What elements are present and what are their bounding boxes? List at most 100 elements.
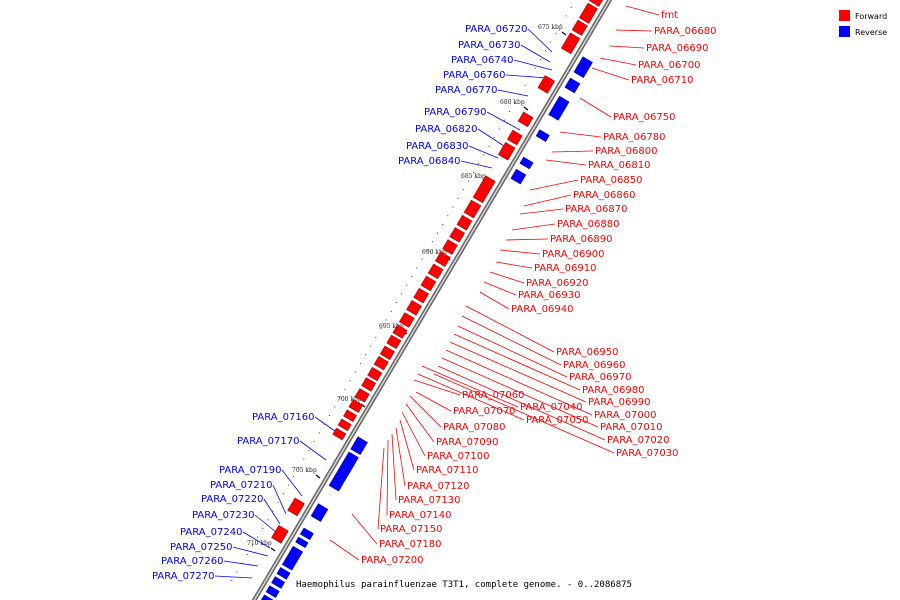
scale-tick-minor <box>539 58 541 60</box>
forward-gene-label: PARA_07000 <box>594 410 656 421</box>
reverse-gene-label: PARA_07240 <box>180 527 242 538</box>
reverse-gene-label: PARA_07190 <box>219 465 281 476</box>
forward-label-leader <box>415 391 452 412</box>
scale-tick-minor <box>534 67 536 69</box>
forward-label-leader <box>479 291 510 310</box>
forward-label-leader <box>329 539 360 561</box>
scale-tick-minor <box>565 15 567 17</box>
scale-tick-minor <box>406 284 408 286</box>
scale-tick-label: 690 kbp <box>422 249 447 256</box>
scale-tick-minor <box>493 137 495 139</box>
scale-tick-label: 710 kbp <box>247 540 272 547</box>
forward-gene-label: PARA_06850 <box>580 175 642 186</box>
scale-tick-major <box>523 106 529 111</box>
forward-gene-label: PARA_07010 <box>600 422 662 433</box>
reverse-label-leader <box>254 514 277 533</box>
scale-tick-label: 695 kbp <box>379 323 404 330</box>
forward-gene <box>463 199 482 219</box>
scale-tick-minor <box>262 527 264 529</box>
forward-gene-label: PARA_07120 <box>407 481 469 492</box>
forward-gene <box>537 75 556 94</box>
forward-label-leader <box>519 208 564 215</box>
reverse-label-leader <box>214 575 253 579</box>
forward-label-leader <box>405 403 435 443</box>
forward-gene <box>354 388 370 403</box>
forward-gene <box>367 366 383 382</box>
forward-label-leader <box>453 333 581 391</box>
scale-tick-minor <box>293 475 295 477</box>
scale-tick-minor <box>514 102 516 104</box>
forward-gene <box>271 525 289 544</box>
scale-tick-major <box>315 474 321 479</box>
reverse-gene-label: PARA_06760 <box>443 70 505 81</box>
forward-label-leader <box>409 395 442 428</box>
scale-tick-minor <box>509 111 511 113</box>
reverse-gene-label: PARA_06740 <box>451 55 513 66</box>
forward-gene-label: PARA_06690 <box>646 43 708 54</box>
scale-tick-minor <box>246 553 248 555</box>
scale-tick-minor <box>349 380 351 382</box>
reverse-gene <box>310 503 329 522</box>
forward-gene <box>413 287 430 304</box>
scale-tick-minor <box>437 232 439 234</box>
reverse-gene <box>276 567 291 580</box>
scale-tick-minor <box>467 180 469 182</box>
forward-gene-label: PARA_06960 <box>563 360 625 371</box>
forward-label-leader <box>599 57 637 66</box>
scale-tick-minor <box>411 276 413 278</box>
forward-label-leader <box>465 305 555 353</box>
scale-tick-minor <box>318 432 320 434</box>
scale-tick-minor <box>550 41 552 43</box>
forward-gene <box>379 345 395 360</box>
reverse-gene <box>519 156 534 170</box>
scale-tick-minor <box>385 319 387 321</box>
scale-tick-minor <box>303 458 305 460</box>
reverse-label-leader <box>468 145 499 159</box>
forward-gene-label: PARA_06950 <box>556 347 618 358</box>
forward-gene-label: PARA_07050 <box>526 415 588 426</box>
forward-gene-label: PARA_06910 <box>534 263 596 274</box>
scale-tick-label: 705 kbp <box>292 467 317 474</box>
genome-caption: Haemophilus parainfluenzae T3T1, complet… <box>296 580 632 590</box>
reverse-gene-label: PARA_06790 <box>424 107 486 118</box>
forward-gene <box>449 227 466 243</box>
forward-label-leader <box>505 238 549 241</box>
forward-gene <box>578 2 598 24</box>
reverse-gene <box>328 451 359 492</box>
reverse-gene-label: PARA_07260 <box>161 556 223 567</box>
scale-tick-minor <box>478 163 480 165</box>
scale-tick-minor <box>390 310 392 312</box>
scale-tick-minor <box>277 501 279 503</box>
scale-tick-minor <box>416 267 418 269</box>
forward-label-leader <box>457 325 568 378</box>
forward-gene <box>332 427 347 441</box>
forward-label-leader <box>441 357 599 428</box>
reverse-gene-label: PARA_06830 <box>406 141 468 152</box>
forward-gene <box>392 324 408 339</box>
forward-gene-label: PARA_06970 <box>569 372 631 383</box>
reverse-gene-label: PARA_07210 <box>210 480 272 491</box>
scale-tick-minor <box>488 145 490 147</box>
scale-tick-minor <box>370 345 372 347</box>
forward-label-leader <box>437 365 606 441</box>
forward-label-leader <box>377 447 385 530</box>
forward-gene-label: PARA_06930 <box>518 290 580 301</box>
reverse-gene-label: PARA_07170 <box>237 436 299 447</box>
forward-gene-label: PARA_06680 <box>654 26 716 37</box>
forward-gene-label: PARA_06810 <box>588 160 650 171</box>
scale-tick-minor <box>524 84 526 86</box>
legend: Forward Reverse <box>839 10 887 37</box>
scale-tick-minor <box>483 154 485 156</box>
reverse-gene <box>299 527 314 541</box>
forward-label-leader <box>449 341 587 403</box>
forward-label-leader <box>499 249 541 255</box>
forward-gene-label: PARA_07030 <box>616 448 678 459</box>
forward-label-leader <box>615 29 653 32</box>
forward-gene <box>506 129 523 146</box>
reverse-gene <box>535 129 550 142</box>
forward-gene-label: PARA_07200 <box>361 555 423 566</box>
scale-tick-label: 685 kbp <box>461 173 486 180</box>
reverse-gene-label: PARA_06730 <box>458 40 520 51</box>
forward-gene <box>456 214 473 231</box>
forward-gene <box>571 19 588 36</box>
